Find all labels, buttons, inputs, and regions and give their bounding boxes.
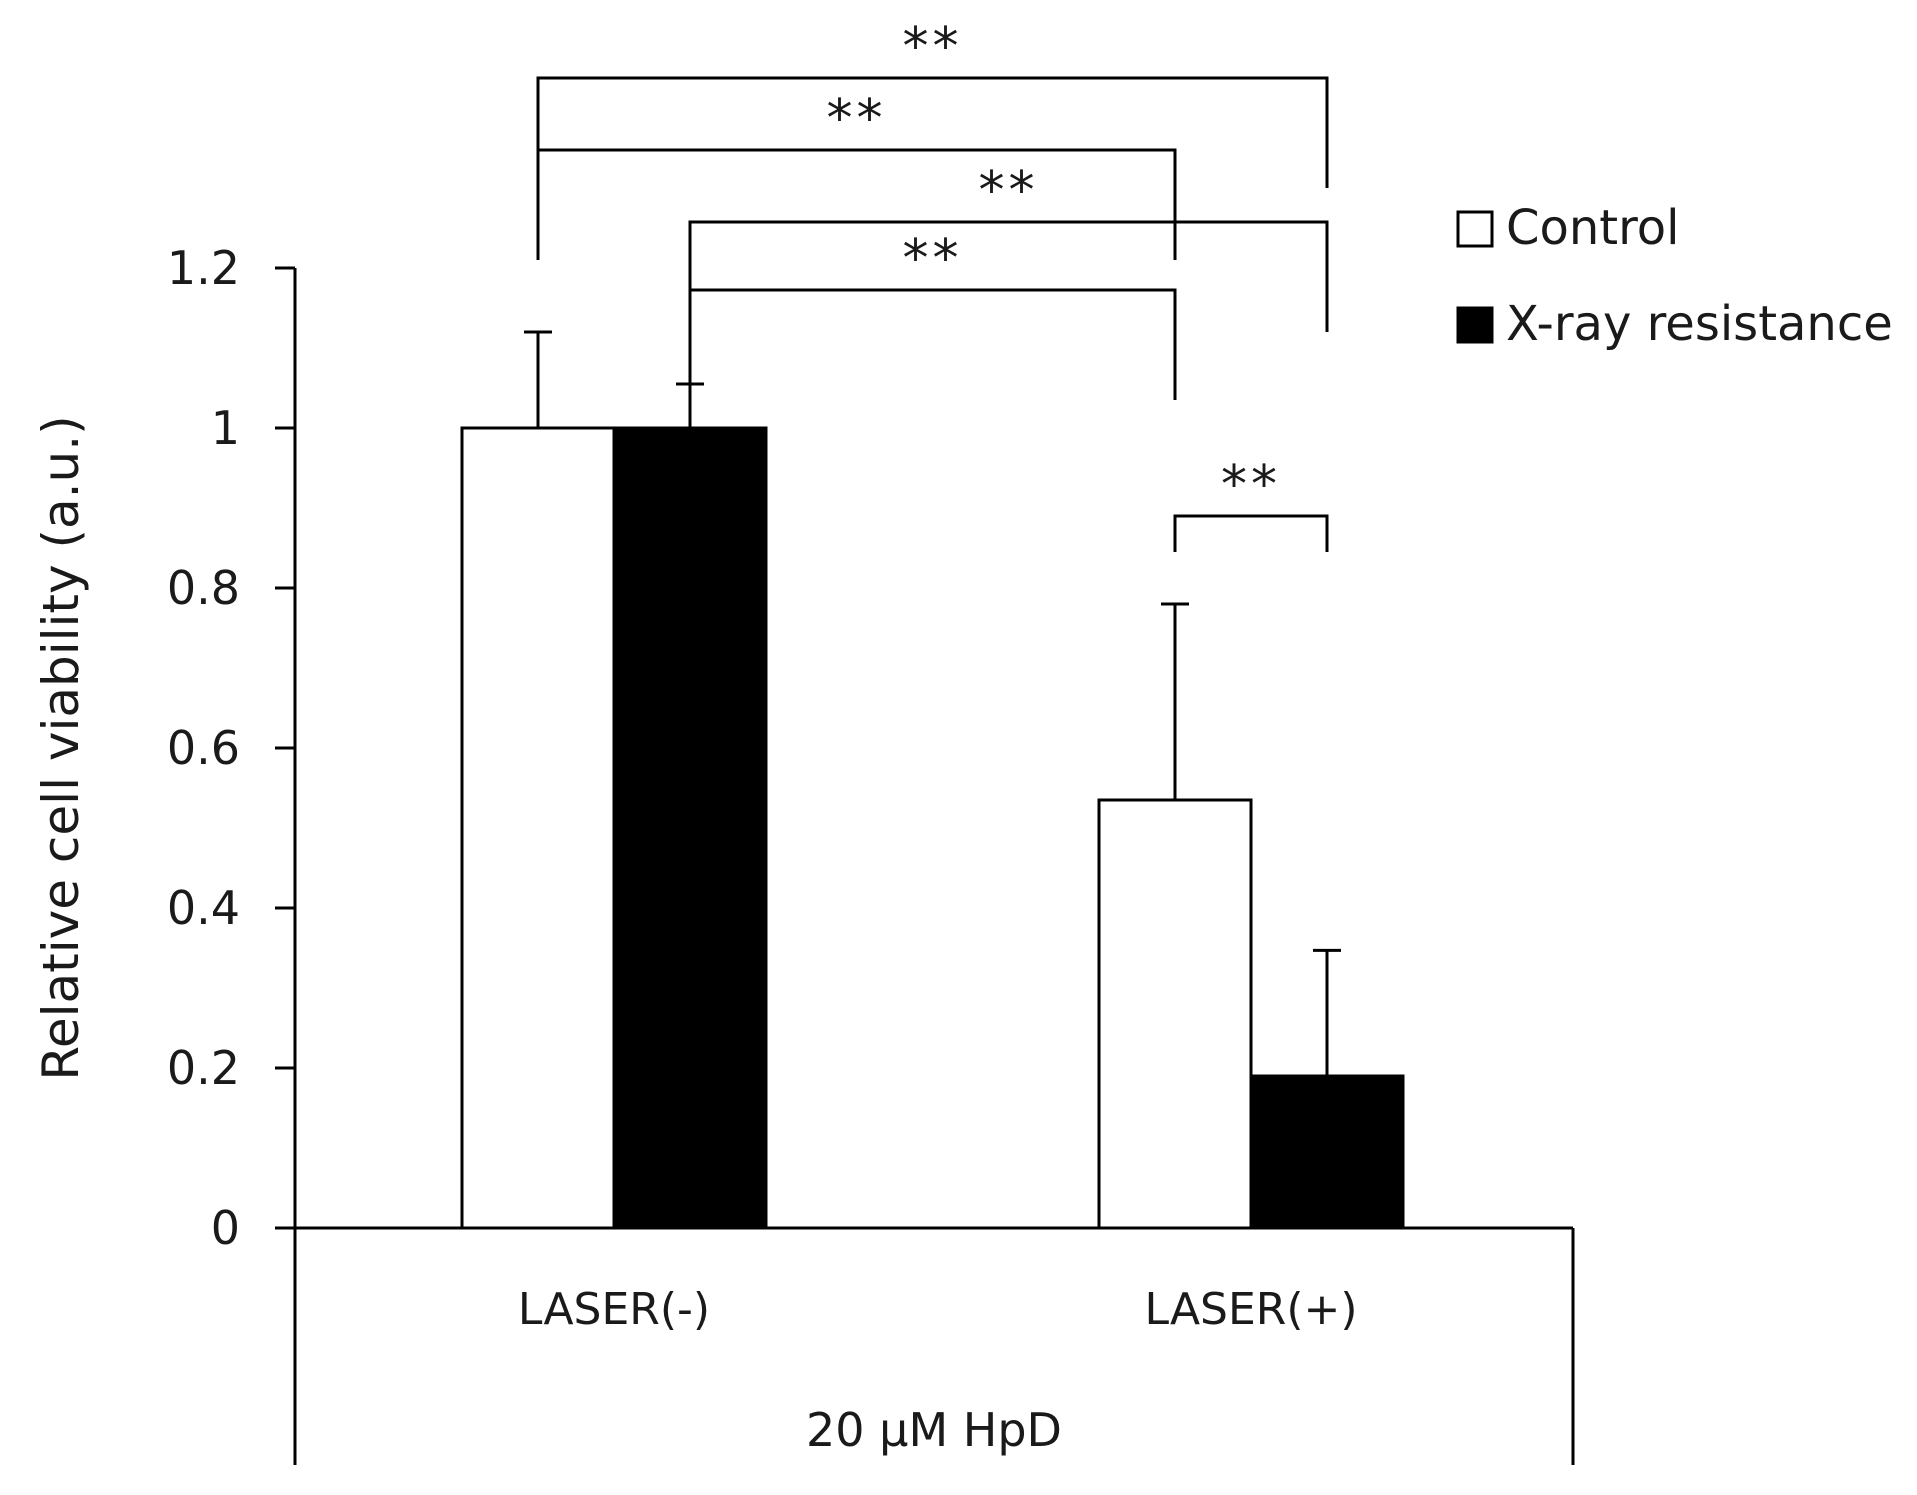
legend-label: Control [1506,200,1680,256]
bars [460,426,1405,1230]
y-tick-label: 0.6 [167,721,240,775]
y-ticks: 0 0.2 0.4 0.6 0.8 1 1.2 [167,241,295,1255]
error-bars [524,330,1341,1076]
bar-x-ray-resistance-1 [1249,1074,1405,1230]
category-label: LASER(+) [1144,1284,1357,1335]
significance-bracket [536,76,1329,188]
y-tick-label: 0.4 [167,881,240,935]
y-axis-title: Relative cell viability (a.u.) [32,415,90,1080]
significance-bracket [688,288,1177,400]
significance-bracket [536,148,1177,260]
significance-label: ** [827,89,887,149]
bar-control-0 [460,426,616,1230]
significance-label: ** [1221,455,1281,515]
bar-control-1 [1097,798,1253,1230]
category-labels: LASER(-) LASER(+) [518,1284,1358,1335]
group-label: 20 μM HpD [806,1403,1062,1457]
significance-label: ** [903,17,963,77]
legend: Control X-ray resistance [1456,200,1893,352]
bar-x-ray-resistance-0 [612,426,768,1230]
y-tick-label: 0 [211,1201,240,1255]
legend-swatch [1456,306,1494,344]
y-tick-label: 0.2 [167,1041,240,1095]
significance-bracket [688,220,1329,332]
category-label: LASER(-) [518,1284,710,1335]
legend-label: X-ray resistance [1506,296,1893,352]
y-tick-label: 1 [211,401,240,455]
y-tick-label: 0.8 [167,561,240,615]
significance-bracket [1173,514,1329,552]
significance-label: ** [903,229,963,289]
y-tick-label: 1.2 [167,241,240,295]
significance-label: ** [979,161,1039,221]
legend-swatch [1456,210,1494,248]
significance-brackets: ** ** ** ** ** [536,17,1329,552]
